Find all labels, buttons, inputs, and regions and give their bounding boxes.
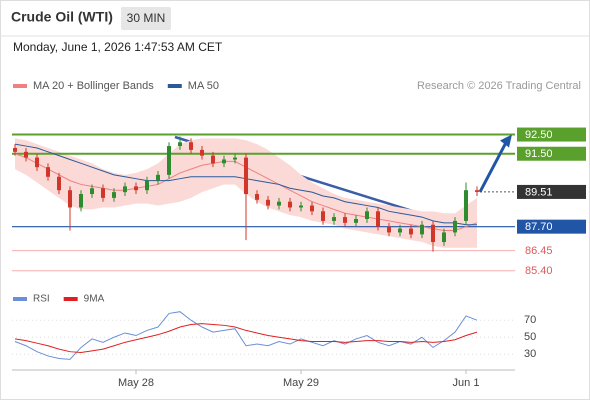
indicator-line — [14, 323, 478, 354]
candle-body — [123, 186, 127, 193]
forecast-arrowhead — [500, 134, 512, 148]
level-box — [517, 127, 586, 142]
level-label: 86.45 — [525, 245, 553, 257]
level-label: 89.51 — [525, 186, 553, 198]
candle-body — [354, 218, 358, 223]
candle-body — [233, 157, 237, 160]
x-tick-label: May 28 — [118, 377, 154, 389]
legend-swatch — [63, 297, 78, 301]
level-label: 91.50 — [525, 148, 553, 160]
candle-body — [68, 190, 72, 208]
candle-body — [255, 194, 259, 200]
candle-body — [112, 192, 116, 198]
x-tick-label: May 29 — [283, 377, 319, 389]
level-label: 85.40 — [525, 265, 553, 277]
candle-body — [288, 201, 292, 208]
level-label: 92.50 — [525, 129, 553, 141]
candle-body — [145, 180, 149, 191]
level-box — [517, 184, 586, 199]
candle-body — [321, 211, 325, 221]
candle-body — [310, 205, 314, 212]
candle-body — [464, 190, 468, 221]
datetime: Monday, June 1, 2026 1:47:53 AM CET — [13, 40, 223, 54]
candle-body — [431, 224, 435, 243]
candle-body — [365, 211, 369, 219]
candle-body — [244, 157, 248, 195]
candle-body — [189, 142, 193, 150]
legend-swatch — [13, 297, 27, 301]
candle-body — [46, 167, 50, 177]
candle-body — [222, 159, 226, 164]
level-label: 87.70 — [525, 221, 553, 233]
candle-body — [453, 220, 457, 233]
y-tick-label: 30 — [524, 348, 536, 360]
candle-body — [299, 205, 303, 208]
y-tick-label: 50 — [524, 331, 536, 343]
forecast-arrow — [478, 141, 508, 193]
level-box — [517, 219, 586, 234]
candle-body — [266, 199, 270, 206]
candle-body — [332, 217, 336, 221]
attribution: Research © 2026 Trading Central — [417, 80, 581, 92]
candle-body — [101, 188, 105, 198]
legend-swatch — [167, 84, 182, 88]
candle-body — [409, 228, 413, 235]
x-tick-label: Jun 1 — [453, 377, 480, 389]
timeframe-badge[interactable] — [121, 7, 171, 30]
candle-body — [387, 226, 391, 233]
candle-body — [398, 228, 402, 233]
candle-body — [420, 224, 424, 235]
legend-label: RSI — [33, 294, 50, 305]
candle-body — [211, 155, 215, 164]
level-box — [517, 146, 586, 161]
candle-body — [134, 186, 138, 191]
candle-body — [442, 232, 446, 243]
candle-body — [79, 194, 83, 208]
legend-label: MA 50 — [188, 80, 219, 92]
candle-body — [200, 149, 204, 156]
candle-body — [35, 157, 39, 168]
legend-label: 9MA — [84, 294, 105, 305]
candle-body — [57, 176, 61, 191]
candle-body — [90, 188, 94, 195]
candle-body — [343, 217, 347, 223]
candle-body — [156, 174, 160, 181]
timeframe[interactable]: 30 MIN — [127, 11, 166, 25]
legend-swatch — [13, 84, 27, 88]
candle-body — [24, 151, 28, 158]
candle-body — [475, 190, 479, 192]
candle-body — [178, 142, 182, 147]
candle-body — [277, 201, 281, 206]
y-tick-label: 70 — [524, 314, 536, 326]
candle-body — [13, 147, 17, 152]
instrument-title: Crude Oil (WTI) — [11, 9, 113, 25]
candle-body — [167, 146, 171, 175]
legend-label: MA 20 + Bollinger Bands — [33, 80, 154, 92]
candle-body — [376, 211, 380, 227]
